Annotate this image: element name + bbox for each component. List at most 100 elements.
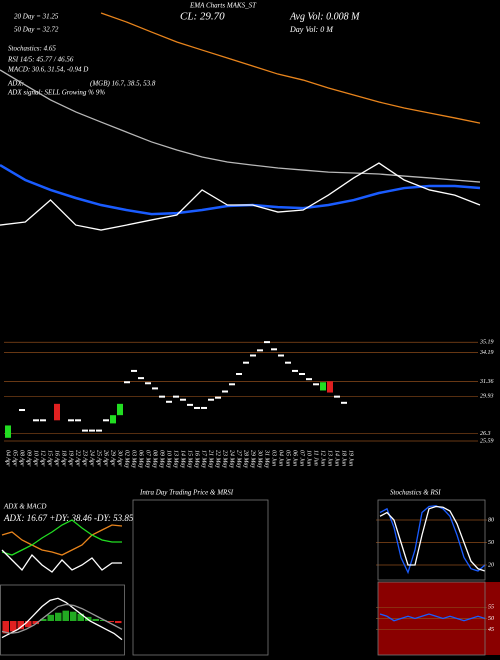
candle — [124, 381, 130, 384]
x-tick-label: 03 May — [131, 450, 137, 468]
candle — [320, 382, 326, 391]
histogram-bar — [55, 612, 62, 621]
y-tick-label: 34.19 — [479, 349, 494, 356]
x-tick-label: 30 May — [257, 449, 263, 468]
x-tick-label: 06 Jun — [292, 450, 298, 466]
annotation: ADX signal: SELL Growing % 9% — [7, 89, 105, 97]
y-tick-label: 55 — [488, 605, 494, 611]
x-tick-label: 18 Apr — [61, 450, 67, 467]
x-tick-label: 06 May — [138, 450, 144, 468]
x-tick-label: 08 May — [152, 450, 158, 468]
histogram-bar — [47, 614, 54, 621]
histogram-bar — [2, 621, 9, 634]
candle — [292, 369, 298, 372]
x-tick-label: 15 May — [187, 450, 193, 468]
series-line — [1, 519, 122, 556]
candle — [257, 349, 263, 352]
candle — [33, 419, 39, 422]
x-tick-label: 25 Apr — [96, 450, 102, 467]
x-tick-label: 07 May — [145, 450, 151, 468]
series-line — [1, 549, 122, 573]
x-tick-label: 23 Apr — [82, 450, 88, 467]
panel-frame — [132, 499, 269, 656]
candle — [243, 361, 249, 364]
candle — [145, 382, 151, 385]
x-tick-label: 04 Apr — [5, 450, 12, 467]
x-tick-label: 12 Apr — [40, 450, 46, 467]
annotation: Avg Vol: 0.008 M — [289, 11, 360, 22]
series-line — [0, 69, 481, 183]
y-tick-label: 26.3 — [480, 431, 491, 437]
candle — [96, 429, 102, 432]
y-tick-label: 25.59 — [480, 438, 494, 444]
y-tick-label: 45 — [488, 626, 494, 633]
panel-frame — [0, 584, 125, 656]
panel-title: ADX & MACD — [3, 503, 46, 511]
candle — [278, 354, 284, 357]
x-tick-label: 19 Apr — [68, 450, 74, 467]
histogram-bar — [10, 621, 17, 632]
panel-frame — [377, 581, 486, 656]
histogram-bar — [40, 618, 47, 621]
x-tick-label: 03 Jun — [271, 450, 277, 466]
x-tick-label: 31 May — [264, 449, 270, 468]
candle — [271, 348, 277, 351]
x-tick-label: 14 May — [180, 450, 187, 468]
candle — [201, 406, 207, 409]
series-line — [379, 613, 486, 622]
candle — [299, 373, 305, 376]
y-tick-label: 80 — [488, 517, 494, 523]
histogram-bar — [107, 621, 114, 623]
panel-title: Stochastics & RSI — [390, 489, 441, 497]
candle — [89, 429, 95, 432]
x-tick-label: 21 May — [208, 450, 214, 468]
candle — [75, 419, 81, 422]
x-tick-label: 11 Jun — [313, 450, 319, 466]
x-tick-label: 13 May — [173, 450, 179, 468]
series-line — [0, 162, 481, 231]
x-tick-label: 22 Apr — [75, 450, 81, 467]
candle — [341, 401, 347, 404]
y-tick-label: 31.36 — [479, 379, 494, 385]
y-tick-label: 20 — [488, 562, 494, 568]
candle — [103, 419, 109, 422]
x-tick-label: 09 Apr — [26, 450, 32, 467]
histogram-bar — [32, 621, 39, 625]
x-tick-label: 24 May — [229, 450, 236, 468]
series-line — [379, 505, 486, 575]
candle — [54, 403, 60, 421]
annotation: 50 Day = 32.72 — [14, 26, 59, 34]
candle — [187, 403, 193, 406]
candle — [264, 341, 270, 344]
x-tick-label: 24 Apr — [89, 450, 96, 467]
histogram-bar — [25, 621, 32, 628]
x-tick-label: 28 May — [243, 450, 249, 468]
histogram-bar — [17, 621, 24, 630]
x-tick-label: 30 Apr — [117, 449, 123, 467]
candle — [313, 383, 319, 386]
panel-frame — [377, 499, 486, 581]
x-tick-label: 23 May — [222, 450, 228, 468]
candle — [327, 381, 333, 393]
candle — [306, 378, 312, 381]
x-tick-label: 29 May — [250, 450, 256, 468]
x-tick-label: 05 Apr — [12, 450, 18, 467]
x-tick-label: 27 May — [236, 450, 242, 468]
x-tick-label: 10 Apr — [33, 450, 39, 467]
candle — [222, 390, 228, 393]
annotation: Stochastics: 4.65 — [8, 45, 56, 53]
candle — [82, 429, 88, 432]
x-tick-label: 05 Jun — [285, 450, 291, 466]
x-tick-label: 02 May — [124, 450, 130, 468]
candle — [173, 395, 179, 398]
x-tick-label: 07 Jun — [299, 450, 305, 466]
series-line — [1, 524, 123, 556]
candle — [131, 369, 137, 372]
candle — [229, 383, 235, 386]
histogram-bar — [70, 611, 77, 621]
candle — [166, 400, 172, 403]
candle — [159, 395, 165, 398]
x-tick-label: 16 May — [194, 450, 200, 468]
annotation: (MGB) 16.7, 38.5, 53.8 — [90, 80, 156, 88]
